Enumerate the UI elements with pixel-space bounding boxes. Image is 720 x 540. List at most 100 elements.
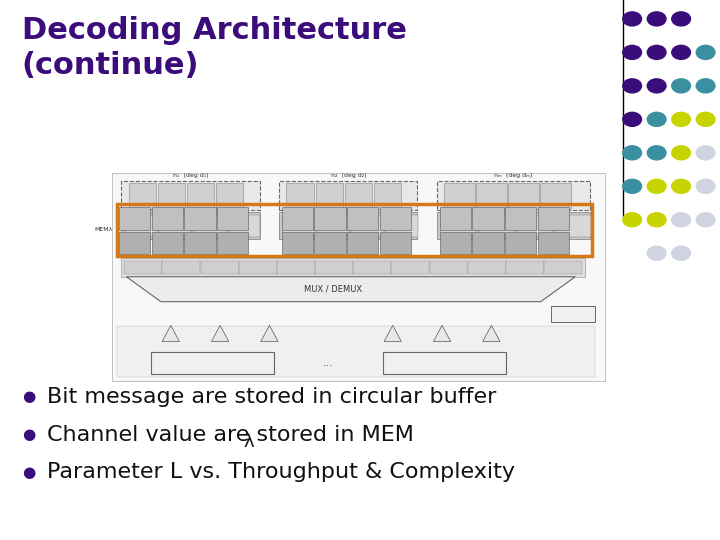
Circle shape [623, 179, 642, 193]
FancyBboxPatch shape [119, 232, 150, 254]
FancyBboxPatch shape [444, 183, 475, 209]
Circle shape [672, 213, 690, 227]
Circle shape [623, 79, 642, 93]
Polygon shape [127, 276, 575, 302]
Text: CTRL: CTRL [566, 312, 580, 316]
FancyBboxPatch shape [437, 181, 590, 210]
FancyBboxPatch shape [117, 326, 595, 377]
Polygon shape [384, 325, 401, 341]
Circle shape [696, 179, 715, 193]
FancyBboxPatch shape [440, 207, 471, 230]
Circle shape [647, 79, 666, 93]
FancyBboxPatch shape [430, 261, 467, 274]
Circle shape [672, 246, 690, 260]
FancyBboxPatch shape [387, 215, 418, 237]
Circle shape [647, 112, 666, 126]
Circle shape [623, 146, 642, 160]
Polygon shape [433, 325, 451, 341]
FancyBboxPatch shape [315, 207, 346, 230]
FancyBboxPatch shape [122, 258, 585, 276]
Text: ●: ● [22, 389, 35, 404]
FancyBboxPatch shape [506, 261, 544, 274]
FancyBboxPatch shape [383, 352, 506, 374]
FancyBboxPatch shape [538, 232, 569, 254]
FancyBboxPatch shape [315, 183, 343, 209]
Text: SISO
DECODER L: SISO DECODER L [423, 353, 467, 373]
FancyBboxPatch shape [315, 232, 346, 254]
Circle shape [672, 146, 690, 160]
FancyBboxPatch shape [479, 215, 514, 237]
Circle shape [623, 112, 642, 126]
FancyBboxPatch shape [279, 212, 418, 239]
Circle shape [672, 12, 690, 26]
FancyBboxPatch shape [163, 261, 200, 274]
FancyBboxPatch shape [347, 207, 379, 230]
FancyBboxPatch shape [122, 181, 260, 210]
FancyBboxPatch shape [282, 232, 313, 254]
FancyBboxPatch shape [354, 261, 391, 274]
FancyBboxPatch shape [158, 183, 185, 209]
FancyBboxPatch shape [229, 215, 261, 237]
FancyBboxPatch shape [283, 215, 315, 237]
FancyBboxPatch shape [380, 207, 411, 230]
Circle shape [647, 146, 666, 160]
Polygon shape [212, 325, 229, 341]
Text: SISO
DECODER 1: SISO DECODER 1 [190, 353, 235, 373]
FancyBboxPatch shape [287, 183, 314, 209]
FancyBboxPatch shape [551, 306, 595, 322]
FancyBboxPatch shape [508, 183, 539, 209]
FancyBboxPatch shape [217, 207, 248, 230]
FancyBboxPatch shape [129, 183, 156, 209]
FancyBboxPatch shape [160, 215, 192, 237]
Text: n₂  (deg d₂): n₂ (deg d₂) [330, 173, 366, 178]
FancyBboxPatch shape [505, 207, 536, 230]
Circle shape [696, 213, 715, 227]
Text: Channel value are stored in MEM: Channel value are stored in MEM [47, 424, 414, 445]
FancyBboxPatch shape [345, 183, 372, 209]
Circle shape [623, 12, 642, 26]
Circle shape [672, 45, 690, 59]
Circle shape [672, 179, 690, 193]
FancyBboxPatch shape [151, 352, 274, 374]
Text: ...: ... [323, 358, 334, 368]
FancyBboxPatch shape [282, 207, 313, 230]
FancyBboxPatch shape [505, 232, 536, 254]
FancyBboxPatch shape [279, 181, 418, 210]
FancyBboxPatch shape [122, 212, 260, 239]
Text: nₘ  (deg dₘ): nₘ (deg dₘ) [495, 173, 533, 178]
Circle shape [696, 79, 715, 93]
FancyBboxPatch shape [315, 261, 353, 274]
Text: MEMλ: MEMλ [94, 227, 113, 233]
FancyBboxPatch shape [437, 212, 590, 239]
Circle shape [647, 12, 666, 26]
FancyBboxPatch shape [468, 261, 505, 274]
Text: ●: ● [22, 427, 35, 442]
Text: ●: ● [22, 465, 35, 480]
FancyBboxPatch shape [374, 183, 401, 209]
FancyBboxPatch shape [184, 232, 216, 254]
Polygon shape [162, 325, 179, 341]
Circle shape [647, 45, 666, 59]
FancyBboxPatch shape [216, 183, 243, 209]
FancyBboxPatch shape [119, 207, 150, 230]
Circle shape [696, 146, 715, 160]
FancyBboxPatch shape [277, 261, 315, 274]
FancyBboxPatch shape [352, 215, 384, 237]
FancyBboxPatch shape [112, 173, 605, 381]
FancyBboxPatch shape [472, 232, 503, 254]
FancyBboxPatch shape [477, 183, 507, 209]
FancyBboxPatch shape [541, 183, 571, 209]
Circle shape [647, 246, 666, 260]
FancyBboxPatch shape [441, 215, 476, 237]
FancyBboxPatch shape [318, 215, 349, 237]
Circle shape [647, 179, 666, 193]
Circle shape [696, 45, 715, 59]
Text: n₁  (deg d₁): n₁ (deg d₁) [173, 173, 208, 178]
FancyBboxPatch shape [239, 261, 276, 274]
FancyBboxPatch shape [555, 215, 590, 237]
Circle shape [672, 79, 690, 93]
FancyBboxPatch shape [347, 232, 379, 254]
Circle shape [623, 213, 642, 227]
Polygon shape [261, 325, 278, 341]
Circle shape [623, 45, 642, 59]
